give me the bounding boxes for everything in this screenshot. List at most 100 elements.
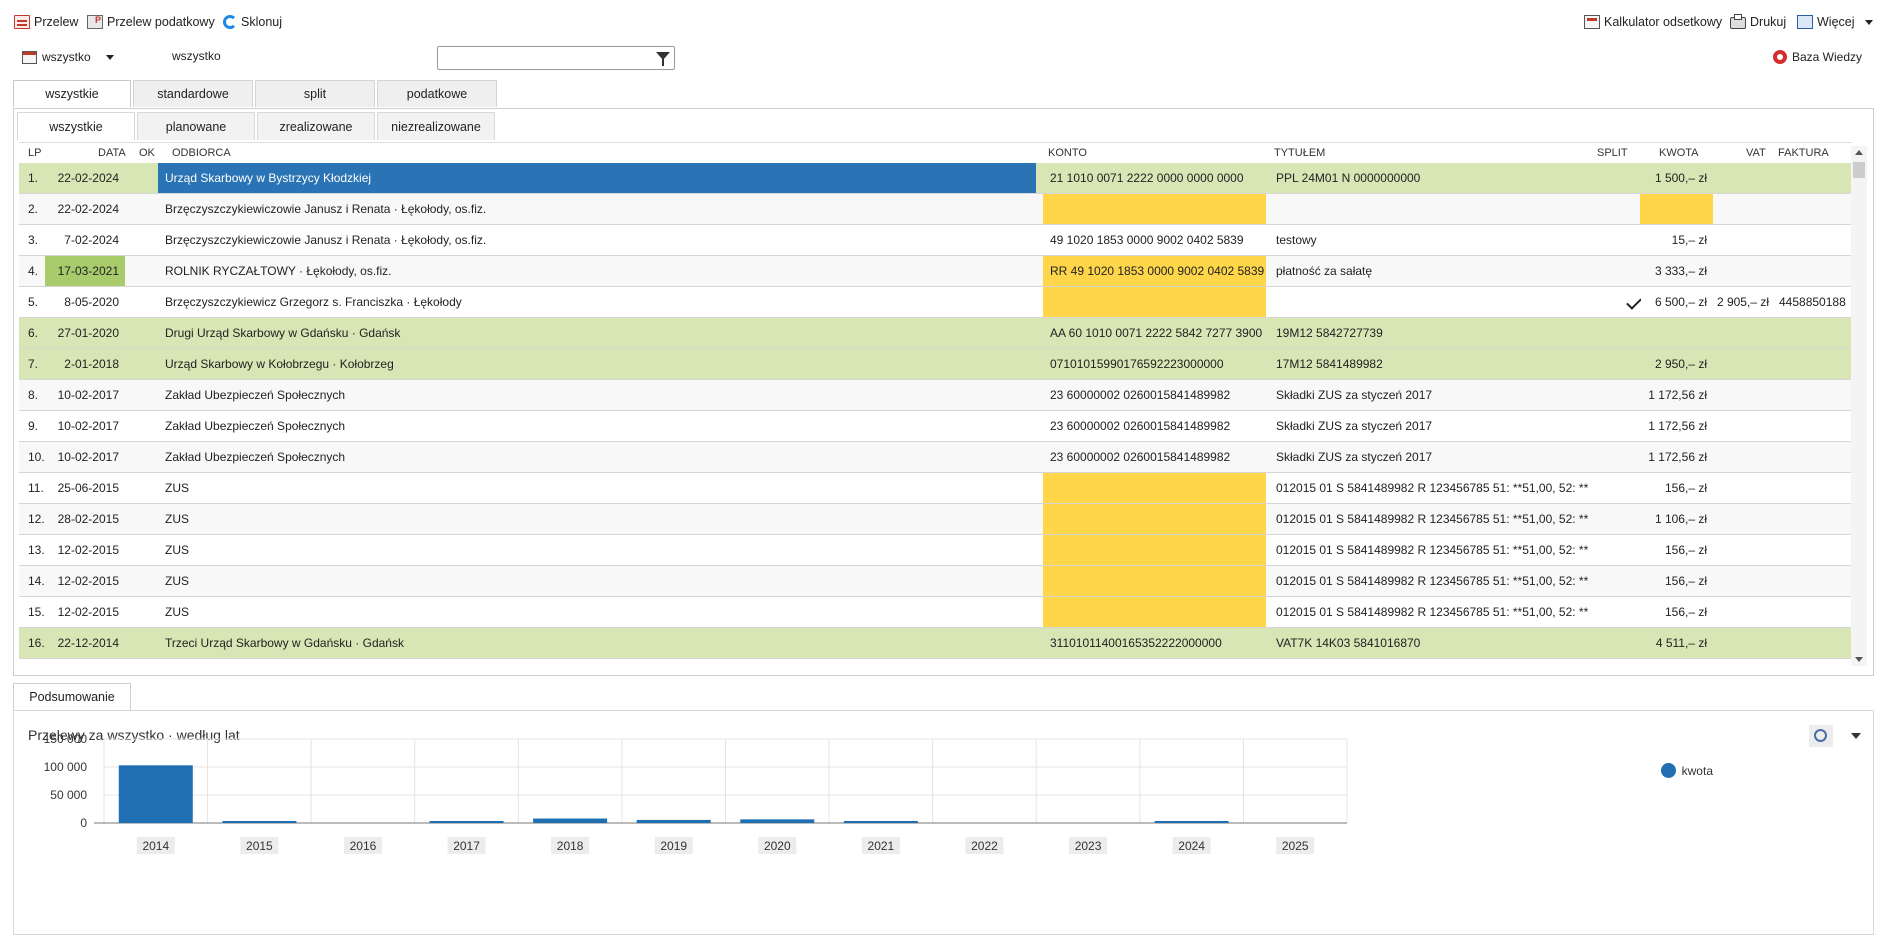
table-row[interactable]: 3. 7-02-2024 Brzęczyszczykiewiczowie Janus… <box>19 225 1852 256</box>
table-row[interactable]: 15. 12-02-2015 ZUS 012015 01 S 5841489982 R… <box>19 597 1852 628</box>
przelew-podatkowy-label: Przelew podatkowy <box>107 15 215 29</box>
x-tick-bg <box>654 837 693 854</box>
tab-wszystkie[interactable]: wszystkie <box>13 80 131 107</box>
tab-podsumowanie[interactable]: Podsumowanie <box>13 683 131 710</box>
cell-konto <box>1043 194 1266 224</box>
tab-standardowe[interactable]: standardowe <box>133 80 253 107</box>
drukuj-button[interactable]: Drukuj <box>1730 10 1786 34</box>
cell-split <box>1585 411 1641 441</box>
cell-faktura <box>1775 473 1852 503</box>
tab-planowane[interactable]: planowane <box>137 112 255 140</box>
table-row[interactable]: 14. 12-02-2015 ZUS 012015 01 S 5841489982 R… <box>19 566 1852 597</box>
tab-niezrealizowane[interactable]: niezrealizowane <box>377 112 495 140</box>
cell-konto <box>1043 287 1266 317</box>
cell-lp: 1. <box>28 171 39 185</box>
cell-vat <box>1713 194 1771 224</box>
cell-tytulem: 19M12 5842727739 <box>1276 326 1383 340</box>
cell-faktura <box>1775 256 1852 286</box>
lifebuoy-icon <box>1772 50 1787 64</box>
bar-chart: 150 000 100 000 50 000 0 2014 2015 2016 2017 201… <box>44 732 1348 854</box>
x-tick-label: 2025 <box>1282 839 1309 853</box>
table-row[interactable]: 5. 8-05-2020 Brzęczyszczykiewicz Grzegorz … <box>19 287 1852 318</box>
table-row[interactable]: 16. 22-12-2014 Trzeci Urząd Skarbowy w Gda… <box>19 628 1852 659</box>
cell-kwota: 1 172,56 zł <box>1648 450 1707 464</box>
cell-ok <box>131 442 161 472</box>
col-data[interactable]: DATA <box>98 147 126 159</box>
col-kwota[interactable]: KWOTA <box>1659 147 1699 159</box>
search-field[interactable] <box>437 46 675 70</box>
x-tick-label: 2016 <box>350 839 377 853</box>
scroll-down-icon[interactable] <box>1855 657 1863 662</box>
cell-kwota: 156,– zł <box>1664 481 1707 495</box>
col-tytulem[interactable]: TYTUŁEM <box>1274 147 1326 159</box>
tab-label: niezrealizowane <box>391 119 481 134</box>
filter-icon[interactable] <box>656 52 670 66</box>
toolbar: Przelew Przelew podatkowy Sklonuj Kalkul… <box>14 10 1873 34</box>
table-row[interactable]: 2. 22-02-2024 Brzęczyszczykiewiczowie Janu… <box>19 194 1852 225</box>
tax-transfer-icon <box>87 15 103 29</box>
table-row[interactable]: 12. 28-02-2015 ZUS 012015 01 S 5841489982 R… <box>19 504 1852 535</box>
cell-data: 12-02-2015 <box>57 543 119 557</box>
cell-split <box>1585 473 1641 503</box>
cell-kwota: 156,– zł <box>1664 605 1707 619</box>
cell-vat <box>1713 442 1771 472</box>
table-row[interactable]: 10. 10-02-2017 Zakład Ubezpieczeń Społeczn… <box>19 442 1852 473</box>
col-ok[interactable]: OK <box>139 147 155 159</box>
x-tick-bg <box>965 837 1004 854</box>
cell-tytulem: 012015 01 S 5841489982 R 123456785 51: *… <box>1276 543 1589 557</box>
col-vat[interactable]: VAT <box>1746 147 1766 159</box>
cell-lp: 14. <box>28 574 45 588</box>
col-lp[interactable]: LP <box>28 147 42 159</box>
baza-wiedzy-link[interactable]: Baza Wiedzy <box>1772 46 1862 68</box>
przelew-button[interactable]: Przelew <box>14 10 78 34</box>
tab-label: planowane <box>165 119 227 134</box>
col-faktura[interactable]: FAKTURA <box>1778 147 1829 159</box>
kalkulator-button[interactable]: Kalkulator odsetkowy <box>1584 10 1722 34</box>
tab-label: standardowe <box>157 87 229 101</box>
table-row[interactable]: 4. 17-03-2021 ROLNIK RYCZAŁTOWY · Łękołody… <box>19 256 1852 287</box>
wiecej-button[interactable]: Więcej <box>1797 10 1873 34</box>
tab-wszystkie-status[interactable]: wszystkie <box>17 112 135 140</box>
cell-ok <box>131 349 161 379</box>
tab-podatkowe[interactable]: podatkowe <box>377 80 497 107</box>
table-row[interactable]: 6. 27-01-2020 Drugi Urząd Skarbowy w Gdańs… <box>19 318 1852 349</box>
cell-data: 12-02-2015 <box>57 605 119 619</box>
table-scrollbar[interactable] <box>1851 146 1867 666</box>
transfer-icon <box>14 15 30 29</box>
cell-data: 10-02-2017 <box>57 450 119 464</box>
cell-split <box>1585 504 1641 534</box>
cell-ok <box>131 473 161 503</box>
col-odbiorca[interactable]: ODBIORCA <box>172 147 231 159</box>
transfers-table: LP DATA OK ODBIORCA KONTO TYTUŁEM SPLIT … <box>19 142 1852 668</box>
scroll-thumb[interactable] <box>1853 162 1865 178</box>
chevron-down-icon[interactable] <box>1851 733 1861 739</box>
col-konto[interactable]: KONTO <box>1048 147 1087 159</box>
cell-kwota: 1 500,– zł <box>1654 171 1707 185</box>
tab-split[interactable]: split <box>255 80 375 107</box>
cell-faktura <box>1775 318 1852 348</box>
cell-konto: 49 1020 1853 0000 9002 0402 5839 <box>1050 233 1244 247</box>
search-input[interactable] <box>442 48 652 68</box>
cell-lp: 13. <box>28 543 45 557</box>
cell-odbiorca: Zakład Ubezpieczeń Społecznych <box>165 388 346 402</box>
scroll-up-icon[interactable] <box>1855 150 1863 155</box>
table-row[interactable]: 9. 10-02-2017 Zakład Ubezpieczeń Społeczny… <box>19 411 1852 442</box>
tab-zrealizowane[interactable]: zrealizowane <box>257 112 375 140</box>
period-dropdown[interactable]: wszystko <box>22 46 114 68</box>
przelew-podatkowy-button[interactable]: Przelew podatkowy <box>87 10 215 34</box>
table-row[interactable]: 13. 12-02-2015 ZUS 012015 01 S 5841489982 R… <box>19 535 1852 566</box>
chart-bar <box>636 819 711 823</box>
table-row[interactable]: 7. 2-01-2018 Urząd Skarbowy w Kołobrzegu ·… <box>19 349 1852 380</box>
sklonuj-button[interactable]: Sklonuj <box>223 10 282 34</box>
cell-odbiorca: ROLNIK RYCZAŁTOWY · Łękołody, os.fiz. <box>165 264 392 278</box>
col-split[interactable]: SPLIT <box>1597 147 1628 159</box>
more-icon <box>1797 15 1813 29</box>
x-tick-bg <box>343 837 382 854</box>
cell-tytulem: Składki ZUS za styczeń 2017 <box>1276 388 1433 402</box>
zoom-icon[interactable] <box>1809 725 1833 747</box>
cell-ok <box>131 225 161 255</box>
cell-konto: RR 49 1020 1853 0000 9002 0402 5839 RR <box>1043 256 1266 286</box>
table-row[interactable]: 8. 10-02-2017 Zakład Ubezpieczeń Społeczny… <box>19 380 1852 411</box>
table-row[interactable]: 11. 25-06-2015 ZUS 012015 01 S 5841489982 R… <box>19 473 1852 504</box>
table-row[interactable]: 1. 22-02-2024 Urząd Skarbowy w Bystrzycy K… <box>19 163 1852 194</box>
